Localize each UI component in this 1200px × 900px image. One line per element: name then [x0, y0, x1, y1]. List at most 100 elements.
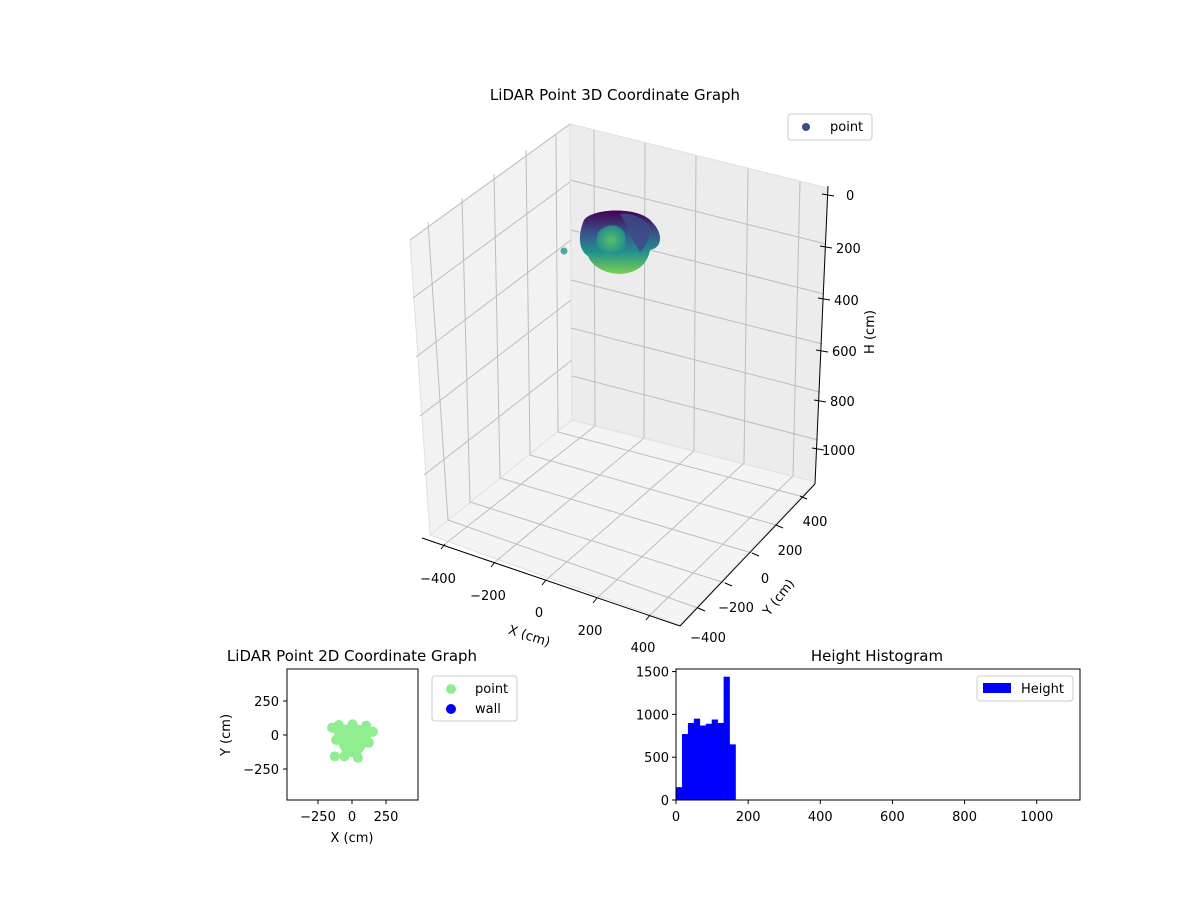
grid-floor — [545, 450, 695, 581]
histogram-title: Height Histogram — [811, 647, 943, 665]
histogram-bar — [687, 722, 695, 800]
z-tick-label: 400 — [834, 294, 859, 309]
grid-back-h — [571, 375, 819, 441]
grid-left-h — [419, 299, 572, 417]
legend-2d-label-wall: wall — [475, 702, 501, 717]
x-tick-label: −200 — [470, 589, 506, 604]
y-tick-label: −400 — [690, 631, 726, 646]
point-cloud-fold — [620, 213, 651, 252]
z-axis-line — [814, 185, 829, 485]
y-tick-label: −250 — [243, 763, 279, 778]
x-tick-label: 0 — [535, 606, 543, 621]
grid-left-h — [409, 123, 571, 241]
grid-floor — [499, 477, 753, 554]
histogram-bar — [693, 718, 701, 800]
histogram-bar — [717, 722, 724, 800]
grid-left-v — [525, 149, 531, 456]
z-ticks — [811, 193, 835, 451]
chart-2d-title: LiDAR Point 2D Coordinate Graph — [227, 647, 477, 665]
legend-3d-box — [787, 113, 873, 141]
outlier-point — [560, 247, 568, 255]
scatter-point — [331, 734, 342, 745]
z-tick — [817, 297, 831, 301]
y-tick-label: 200 — [778, 544, 803, 559]
legend-histogram-box — [976, 675, 1074, 702]
histogram-frame — [675, 668, 1081, 801]
legend-histogram-label: Height — [1021, 682, 1064, 697]
y-ticks — [697, 495, 808, 612]
x-tick — [645, 614, 651, 621]
x-tick-label: 200 — [578, 624, 603, 639]
legend-histogram-swatch — [983, 683, 1011, 693]
x-ticks — [440, 543, 651, 621]
legend-histogram: Height — [976, 675, 1074, 702]
grid-back-h — [569, 179, 827, 245]
grid-floor — [649, 475, 794, 616]
scatter-point — [361, 720, 372, 731]
histogram-bar — [711, 719, 718, 800]
legend-3d: point — [787, 113, 873, 141]
z-tick — [813, 399, 827, 403]
histogram-bars — [676, 676, 736, 800]
x-tick — [592, 597, 598, 604]
histogram-bar — [699, 725, 707, 800]
histogram-bar — [676, 787, 683, 800]
histogram-bar — [723, 676, 730, 800]
x-tick-label: 400 — [631, 641, 656, 656]
grid-back-v — [593, 129, 596, 427]
legend-2d-marker-point — [446, 684, 456, 694]
grid-left-h — [415, 239, 572, 358]
z-tick — [821, 193, 835, 197]
y-tick-label: 500 — [644, 751, 669, 766]
pane-back — [569, 123, 829, 483]
grid-floor — [444, 425, 596, 545]
x-axis-label: X (cm) — [506, 623, 552, 651]
point-cloud-inner — [596, 225, 626, 255]
x-tick — [490, 561, 496, 568]
z-tick — [811, 447, 825, 451]
scatter-point — [347, 719, 358, 730]
y-tick-label: 0 — [761, 572, 769, 587]
x-axis-line — [421, 537, 681, 627]
scatter-point — [339, 751, 350, 762]
histogram-bar — [729, 744, 736, 800]
chart-3d: LiDAR Point 3D Coordinate Graph — [409, 86, 878, 656]
x-tick-label: 200 — [736, 810, 761, 825]
z-axis-label: H (cm) — [863, 310, 878, 354]
grid-left-v — [555, 133, 559, 433]
y-tick-label: 250 — [254, 695, 279, 710]
legend-2d: point wall — [431, 675, 518, 722]
x-tick-label: 800 — [952, 810, 977, 825]
y-tick-label: −200 — [718, 601, 754, 616]
legend-3d-marker — [802, 123, 810, 131]
point-cloud — [560, 210, 661, 274]
y-tick-label: 1000 — [636, 708, 669, 723]
scatter-point — [333, 719, 344, 730]
histogram-y-ticks: 0 500 1000 1500 — [636, 666, 676, 809]
scatter-point — [352, 752, 363, 763]
y-tick-label: 0 — [661, 794, 669, 809]
chart-2d-y-label: Y (cm) — [219, 714, 234, 757]
legend-2d-marker-wall — [446, 704, 456, 714]
chart-histogram: Height Histogram 0 500 1000 1500 0 200 400 600… — [636, 647, 1081, 825]
grid-back-h — [570, 327, 821, 393]
chart-2d-points — [327, 719, 378, 763]
grid-left-v — [427, 221, 449, 521]
scatter-point — [363, 737, 374, 748]
x-tick-label: 250 — [374, 810, 399, 825]
legend-3d-label: point — [830, 120, 863, 135]
legend-2d-label-point: point — [475, 682, 508, 697]
histogram-x-ticks: 0 200 400 600 800 1000 — [672, 800, 1053, 825]
x-tick — [440, 543, 446, 550]
x-tick-label: 0 — [672, 810, 680, 825]
histogram-bar — [705, 723, 713, 800]
grid-floor — [494, 437, 645, 563]
histogram-bar — [681, 734, 689, 800]
z-tick-label: 1000 — [822, 444, 855, 459]
grid-floor — [529, 454, 777, 526]
grid-back-v — [743, 168, 749, 464]
y-tick — [775, 524, 784, 529]
y-tick — [751, 552, 760, 557]
y-tick-label: 1500 — [636, 666, 669, 681]
